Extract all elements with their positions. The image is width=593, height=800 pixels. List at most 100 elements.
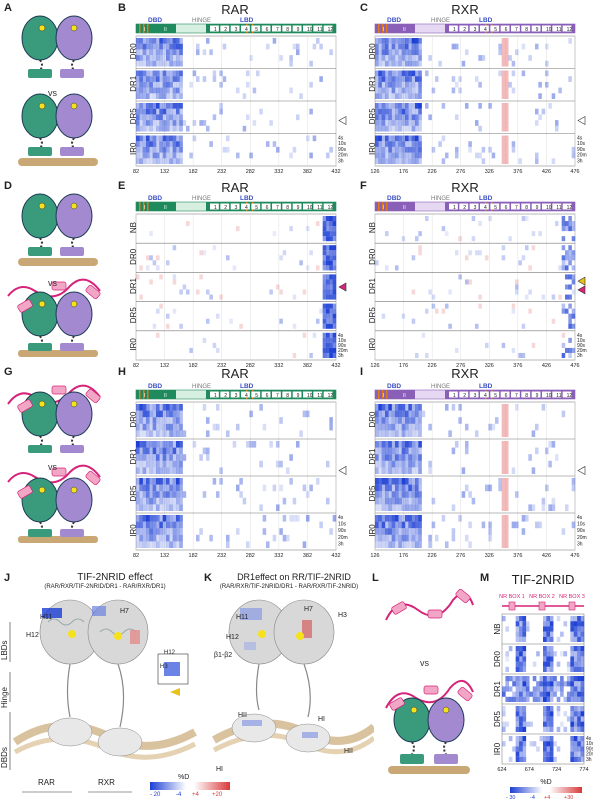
heatmap-frame: [374, 213, 576, 361]
heat-cell: [501, 447, 506, 455]
heat-cell: [142, 120, 147, 126]
heat-cell: [561, 332, 566, 338]
heat-cell: [415, 76, 419, 82]
helix-label: 11: [556, 393, 561, 399]
heat-cell: [468, 250, 472, 256]
helix-label: 3: [235, 393, 238, 399]
heat-cell: [539, 676, 544, 682]
heat-cell: [179, 323, 183, 329]
heat-cell: [395, 534, 399, 542]
heat-cell: [169, 441, 173, 448]
heat-cell: [139, 141, 143, 147]
heat-cell: [501, 70, 506, 77]
panel-letter-a: A: [4, 2, 12, 14]
heat-cell: [385, 87, 389, 94]
heat-cell: [428, 541, 432, 548]
heat-cell: [385, 43, 389, 50]
heat-cell: [512, 676, 516, 682]
heat-cell: [573, 621, 578, 627]
heat-cell: [322, 245, 327, 251]
heat-cell: [375, 49, 379, 56]
heat-cell: [501, 152, 506, 159]
time-label: 3h: [577, 158, 583, 164]
nr-box-label: NR BOX 3: [559, 594, 585, 600]
heat-cell: [519, 711, 523, 717]
j-side-dbds: DBDs: [0, 747, 9, 768]
heat-cell: [152, 460, 157, 468]
heat-cell: [266, 541, 270, 548]
heat-cell: [515, 284, 519, 290]
helix-box: [220, 203, 230, 210]
heat-cell: [279, 484, 283, 492]
heat-cell: [455, 43, 459, 50]
tick-label: 426: [542, 363, 551, 369]
heat-cell: [202, 120, 207, 126]
heat-cell: [515, 736, 520, 742]
heat-cell: [179, 430, 183, 437]
heat-cell: [172, 541, 177, 548]
heat-cell: [568, 245, 572, 251]
heat-cell: [299, 260, 303, 266]
heat-cell: [398, 447, 402, 455]
orange-mark: [386, 202, 388, 211]
heat-cell: [398, 120, 402, 126]
heat-cell: [405, 55, 409, 61]
heat-cell: [179, 491, 183, 498]
heat-cell: [166, 55, 170, 61]
heat-cell: [546, 681, 551, 687]
heat-cell: [577, 681, 581, 687]
helix-box: [323, 391, 333, 398]
heat-cell: [501, 60, 506, 67]
heat-cell: [199, 250, 203, 256]
heat-cell: [156, 55, 160, 61]
tick-label: 432: [331, 363, 340, 369]
heat-cell: [149, 158, 153, 164]
heat-cell: [322, 255, 327, 261]
heat-cell: [149, 60, 153, 67]
heat-cell: [501, 541, 506, 548]
heat-cell: [156, 417, 160, 424]
heat-cell: [172, 478, 177, 485]
heat-cell: [189, 347, 193, 353]
heat-cell: [405, 515, 409, 522]
heat-cell: [388, 114, 392, 121]
heat-cell: [269, 441, 273, 448]
heat-cell: [408, 491, 412, 498]
heat-cell: [159, 125, 163, 132]
heat-cell: [159, 404, 163, 411]
heat-cell: [408, 417, 412, 424]
heat-cell: [302, 541, 307, 548]
heat-cell: [398, 460, 402, 468]
dbd-label: DBD: [148, 195, 162, 202]
heat-cell: [395, 467, 399, 474]
hinge-label: HINGE: [192, 18, 211, 24]
heat-cell: [182, 284, 187, 290]
heat-cell: [381, 441, 386, 448]
heat-cell: [159, 541, 163, 548]
heat-cell: [508, 81, 512, 88]
heat-cell: [216, 347, 220, 353]
heat-cell: [322, 352, 327, 358]
heat-cell: [152, 323, 157, 329]
heat-cell: [536, 651, 540, 657]
heat-cell: [398, 114, 402, 121]
heat-cell: [326, 260, 330, 266]
heat-cell: [179, 404, 183, 411]
heat-cell: [543, 721, 547, 727]
heat-cell: [411, 158, 416, 164]
dbd-label: DBD: [148, 383, 162, 390]
helix-box: [251, 203, 261, 210]
tick-label: 326: [485, 169, 494, 175]
heat-cell: [146, 417, 150, 424]
heat-cell: [199, 120, 203, 126]
heat-cell: [553, 756, 557, 762]
heat-cell: [388, 135, 392, 142]
helix-label: 12: [328, 393, 334, 399]
heat-cell: [381, 478, 386, 485]
heat-cell: [159, 454, 163, 461]
heat-cell: [378, 81, 382, 88]
lbd-block: [445, 390, 575, 399]
heat-cell: [545, 70, 549, 77]
heat-cell: [401, 417, 406, 424]
